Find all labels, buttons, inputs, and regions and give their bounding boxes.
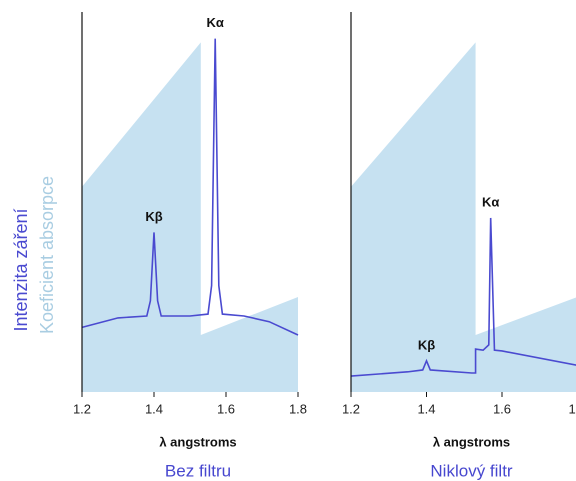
absorption-area (351, 42, 576, 392)
peak-label: Kβ (145, 209, 162, 224)
x-tick-label: 1.4 (145, 401, 163, 416)
x-axis-label: λ angstroms (433, 434, 510, 449)
absorption-area (82, 42, 298, 393)
peak-label: Kα (482, 194, 499, 209)
x-tick-label: 1.6 (493, 401, 511, 416)
intensity-line (81, 38, 299, 336)
x-tick-label: 1.4 (417, 401, 435, 416)
peak-label: Kα (207, 15, 224, 30)
x-tick-label: 1.8 (568, 401, 576, 416)
y-axis-label: Intenzita záření (11, 208, 31, 331)
x-tick-label: 1.6 (217, 401, 235, 416)
x-tick-label: 1.2 (73, 401, 91, 416)
panel-subtitle: Bez filtru (165, 461, 231, 480)
x-tick-label: 1.2 (342, 401, 360, 416)
x-tick-label: 1.8 (289, 401, 307, 416)
peak-label: Kβ (418, 337, 435, 352)
x-axis-label: λ angstroms (159, 434, 236, 449)
y2-axis-label: Koeficient absorpce (37, 176, 57, 334)
panel-subtitle: Niklový filtr (430, 461, 513, 480)
intensity-line (350, 217, 576, 377)
